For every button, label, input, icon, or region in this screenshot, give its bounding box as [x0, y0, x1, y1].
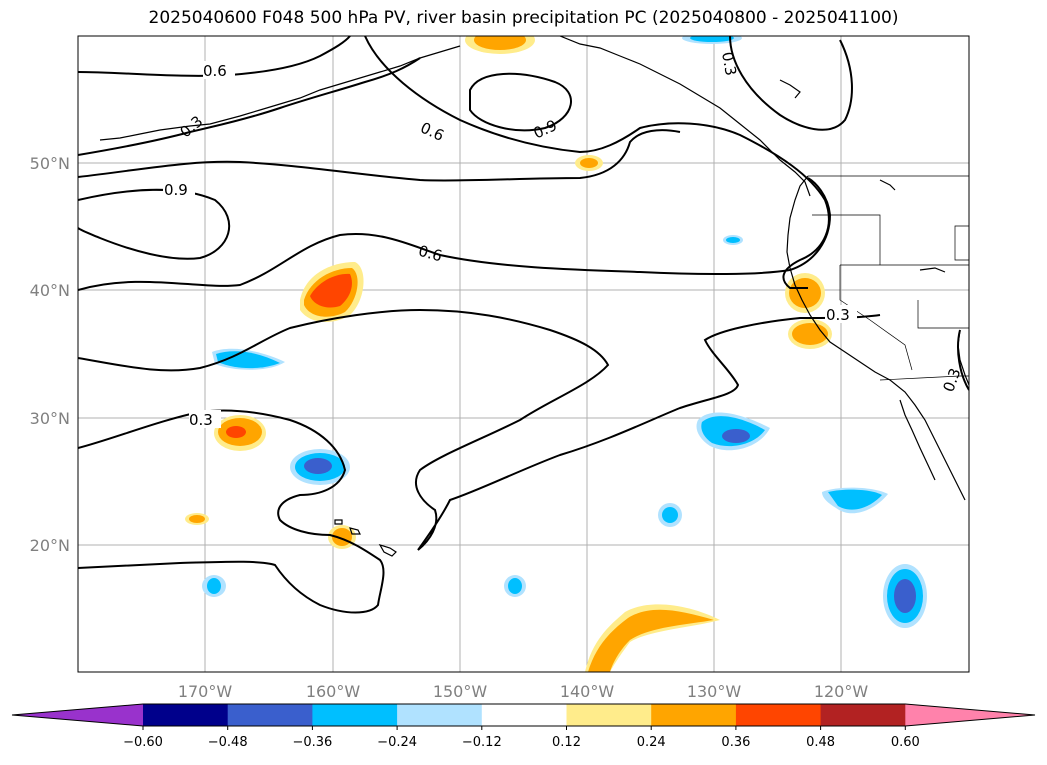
lon-label: 130°W: [687, 682, 742, 701]
precip-negative-blob: [207, 578, 221, 594]
colorbar-cell: [820, 704, 906, 726]
colorbar-tick-label: 0.48: [806, 735, 835, 750]
colorbar-tick-label: 0.12: [552, 735, 581, 750]
colorbar-tick-label: −0.36: [292, 735, 332, 750]
pv-contour: [729, 36, 853, 131]
precip-negative-blob: [722, 429, 750, 443]
lon-labels: 170°W 160°W 150°W 140°W 130°W 120°W: [178, 682, 869, 701]
lon-label: 120°W: [814, 682, 869, 701]
state-borders: [808, 175, 969, 381]
lon-label: 150°W: [433, 682, 488, 701]
lon-label: 140°W: [560, 682, 615, 701]
coastlines: [99, 36, 969, 557]
contour-label: 0.9: [164, 181, 188, 199]
colorbar-cell: [651, 704, 737, 726]
precip-negative-blob: [726, 237, 740, 243]
precip-negative-blob: [216, 351, 280, 369]
lat-label: 30°N: [30, 409, 70, 428]
contour-label: 0.3: [718, 50, 740, 77]
colorbar: −0.60 −0.48 −0.36 −0.24 −0.12 0.12 0.24 0.36 0.4…: [11, 703, 1036, 750]
colorbar-cell: [566, 704, 652, 726]
colorbar-cell: [312, 704, 398, 726]
contour-label: 0.6: [203, 62, 227, 80]
map-frame: [77, 35, 970, 673]
precip-positive-blob: [310, 273, 352, 308]
lon-label: 170°W: [178, 682, 233, 701]
map-title: 2025040600 F048 500 hPa PV, river basin …: [148, 8, 899, 28]
colorbar-extend-left: [12, 704, 143, 726]
lat-label: 40°N: [30, 281, 70, 300]
colorbar-extend-right: [905, 704, 1035, 726]
contour-label: 0.6: [416, 242, 444, 266]
precip-positive-blob: [474, 36, 526, 50]
colorbar-tick-label: 0.60: [891, 735, 920, 750]
precip-positive-blob: [580, 158, 598, 168]
colorbar-cell: [143, 704, 229, 726]
pv-contour: [78, 129, 681, 182]
contour-label: 0.3: [826, 306, 850, 324]
precip-negative-blob: [508, 578, 522, 594]
precip-negative-blob: [304, 458, 332, 474]
colorbar-cell: [397, 704, 483, 726]
precip-negative-blob: [690, 36, 734, 42]
lon-label: 160°W: [306, 682, 361, 701]
precip-negative-blob: [828, 489, 882, 510]
pv-contour: [78, 57, 421, 156]
gridlines: [78, 36, 969, 672]
precip-positive-blob: [588, 609, 714, 672]
pv-contour: [469, 72, 572, 132]
pv-contour: [78, 409, 385, 614]
pv-contours: [78, 36, 969, 614]
colorbar-tick-label: −0.48: [208, 735, 248, 750]
colorbar-tick-label: −0.60: [123, 735, 163, 750]
lat-labels: 50°N 40°N 30°N 20°N: [30, 154, 70, 555]
colorbar-cell: [735, 704, 822, 726]
precip-negative-blob: [662, 507, 678, 523]
contour-label: 0.3: [189, 411, 213, 429]
colorbar-tick-label: −0.12: [462, 735, 502, 750]
lat-label: 50°N: [30, 154, 70, 173]
colorbar-tick-label: −0.24: [377, 735, 417, 750]
lat-label: 20°N: [30, 536, 70, 555]
pv-contour: [78, 36, 351, 77]
precip-shading: [185, 36, 927, 672]
precip-negative-blob: [894, 579, 916, 613]
colorbar-cell: [227, 704, 313, 726]
precip-positive-blob: [189, 515, 205, 523]
colorbar-cell: [481, 704, 567, 726]
precip-positive-blob: [226, 426, 246, 438]
pv-contour: [957, 329, 969, 391]
precip-positive-blob: [789, 278, 821, 308]
colorbar-tick-label: 0.24: [637, 735, 666, 750]
colorbar-tick-label: 0.36: [721, 735, 750, 750]
